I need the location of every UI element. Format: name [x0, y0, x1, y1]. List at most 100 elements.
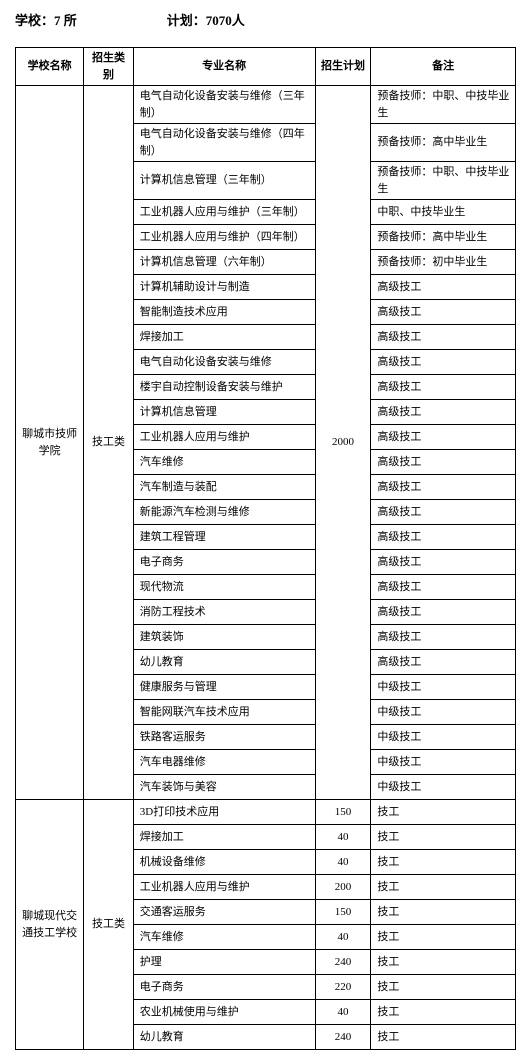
major-cell: 工业机器人应用与维护（四年制） [133, 225, 315, 250]
note-cell: 高级技工 [371, 525, 516, 550]
note-cell: 预备技师：中职、中技毕业生 [371, 162, 516, 200]
major-cell: 幼儿教育 [133, 1025, 315, 1050]
major-cell: 汽车制造与装配 [133, 475, 315, 500]
school-name-cell: 聊城现代交通技工学校 [16, 800, 84, 1050]
note-cell: 技工 [371, 875, 516, 900]
note-cell: 技工 [371, 825, 516, 850]
school-name-cell: 聊城市技师学院 [16, 86, 84, 800]
major-cell: 智能制造技术应用 [133, 300, 315, 325]
table-row: 聊城现代交通技工学校技工类3D打印技术应用150技工 [16, 800, 516, 825]
plan-cell: 40 [315, 925, 371, 950]
note-cell: 技工 [371, 1000, 516, 1025]
note-cell: 技工 [371, 900, 516, 925]
major-cell: 幼儿教育 [133, 650, 315, 675]
note-cell: 技工 [371, 950, 516, 975]
note-cell: 高级技工 [371, 450, 516, 475]
note-cell: 技工 [371, 975, 516, 1000]
major-cell: 铁路客运服务 [133, 725, 315, 750]
school-count: 学校：7 所 [15, 10, 77, 29]
col-note: 备注 [371, 48, 516, 86]
category-cell: 技工类 [84, 86, 134, 800]
major-cell: 3D打印技术应用 [133, 800, 315, 825]
plan-cell: 240 [315, 950, 371, 975]
major-cell: 农业机械使用与维护 [133, 1000, 315, 1025]
major-cell: 工业机器人应用与维护（三年制） [133, 200, 315, 225]
note-cell: 高级技工 [371, 650, 516, 675]
plan-cell: 40 [315, 825, 371, 850]
major-cell: 电子商务 [133, 975, 315, 1000]
note-cell: 技工 [371, 800, 516, 825]
major-cell: 电子商务 [133, 550, 315, 575]
enrollment-table: 学校名称 招生类别 专业名称 招生计划 备注 聊城市技师学院技工类电气自动化设备… [15, 47, 516, 1050]
major-cell: 计算机信息管理（六年制） [133, 250, 315, 275]
major-cell: 工业机器人应用与维护 [133, 425, 315, 450]
major-cell: 焊接加工 [133, 825, 315, 850]
major-cell: 汽车装饰与美容 [133, 775, 315, 800]
plan-cell: 220 [315, 975, 371, 1000]
note-cell: 高级技工 [371, 550, 516, 575]
plan-cell: 40 [315, 850, 371, 875]
major-cell: 交通客运服务 [133, 900, 315, 925]
major-cell: 工业机器人应用与维护 [133, 875, 315, 900]
major-cell: 焊接加工 [133, 325, 315, 350]
category-cell: 技工类 [84, 800, 134, 1050]
major-cell: 新能源汽车检测与维修 [133, 500, 315, 525]
col-cat: 招生类别 [84, 48, 134, 86]
note-cell: 高级技工 [371, 425, 516, 450]
note-cell: 中级技工 [371, 725, 516, 750]
note-cell: 高级技工 [371, 300, 516, 325]
note-cell: 高级技工 [371, 500, 516, 525]
note-cell: 中级技工 [371, 675, 516, 700]
major-cell: 健康服务与管理 [133, 675, 315, 700]
major-cell: 智能网联汽车技术应用 [133, 700, 315, 725]
note-cell: 高级技工 [371, 350, 516, 375]
note-cell: 高级技工 [371, 375, 516, 400]
table-header-row: 学校名称 招生类别 专业名称 招生计划 备注 [16, 48, 516, 86]
note-cell: 预备技师：初中毕业生 [371, 250, 516, 275]
major-cell: 计算机辅助设计与制造 [133, 275, 315, 300]
plan-cell: 200 [315, 875, 371, 900]
note-cell: 高级技工 [371, 275, 516, 300]
major-cell: 电气自动化设备安装与维修 [133, 350, 315, 375]
major-cell: 汽车维修 [133, 925, 315, 950]
col-school: 学校名称 [16, 48, 84, 86]
plan-cell: 240 [315, 1025, 371, 1050]
note-cell: 中级技工 [371, 750, 516, 775]
note-cell: 技工 [371, 1025, 516, 1050]
col-plan: 招生计划 [315, 48, 371, 86]
plan-cell: 150 [315, 900, 371, 925]
col-major: 专业名称 [133, 48, 315, 86]
major-cell: 汽车电器维修 [133, 750, 315, 775]
plan-count: 计划：7070人 [167, 10, 245, 29]
note-cell: 高级技工 [371, 325, 516, 350]
note-cell: 高级技工 [371, 575, 516, 600]
plan-cell: 150 [315, 800, 371, 825]
major-cell: 机械设备维修 [133, 850, 315, 875]
note-cell: 中职、中技毕业生 [371, 200, 516, 225]
note-cell: 中级技工 [371, 700, 516, 725]
major-cell: 护理 [133, 950, 315, 975]
major-cell: 计算机信息管理 [133, 400, 315, 425]
note-cell: 高级技工 [371, 400, 516, 425]
major-cell: 汽车维修 [133, 450, 315, 475]
major-cell: 计算机信息管理（三年制） [133, 162, 315, 200]
note-cell: 高级技工 [371, 475, 516, 500]
major-cell: 消防工程技术 [133, 600, 315, 625]
table-row: 聊城市技师学院技工类电气自动化设备安装与维修（三年制）2000预备技师：中职、中… [16, 86, 516, 124]
plan-cell: 2000 [315, 86, 371, 800]
note-cell: 预备技师：中职、中技毕业生 [371, 86, 516, 124]
major-cell: 电气自动化设备安装与维修（四年制） [133, 124, 315, 162]
note-cell: 预备技师：高中毕业生 [371, 225, 516, 250]
note-cell: 技工 [371, 925, 516, 950]
note-cell: 技工 [371, 850, 516, 875]
major-cell: 建筑装饰 [133, 625, 315, 650]
note-cell: 高级技工 [371, 625, 516, 650]
note-cell: 高级技工 [371, 600, 516, 625]
major-cell: 现代物流 [133, 575, 315, 600]
plan-cell: 40 [315, 1000, 371, 1025]
major-cell: 电气自动化设备安装与维修（三年制） [133, 86, 315, 124]
major-cell: 建筑工程管理 [133, 525, 315, 550]
note-cell: 中级技工 [371, 775, 516, 800]
major-cell: 楼宇自动控制设备安装与维护 [133, 375, 315, 400]
summary-header: 学校：7 所 计划：7070人 [15, 10, 516, 29]
